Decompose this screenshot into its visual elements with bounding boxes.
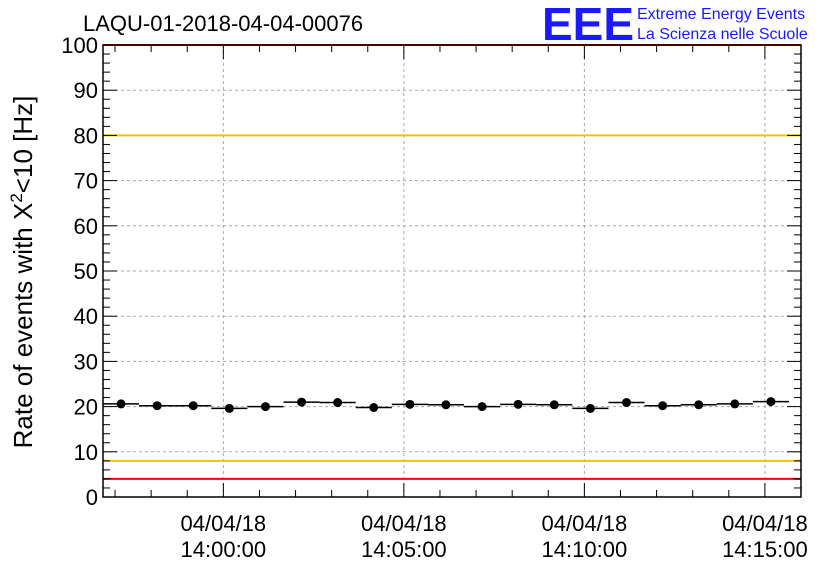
x-tick-label-time: 14:00:00 bbox=[181, 537, 267, 562]
grid bbox=[103, 45, 801, 497]
data-series bbox=[103, 397, 789, 413]
data-point bbox=[730, 399, 740, 409]
x-tick-label-time: 14:10:00 bbox=[542, 537, 628, 562]
reference-lines bbox=[103, 44, 801, 480]
y-tick-label: 20 bbox=[74, 395, 98, 420]
data-point bbox=[513, 399, 523, 409]
y-axis-label-superscript: 2 bbox=[7, 193, 26, 202]
x-tick-label-time: 14:15:00 bbox=[722, 537, 808, 562]
x-tick-label-date: 04/04/18 bbox=[722, 511, 808, 536]
y-tick-label: 30 bbox=[74, 349, 98, 374]
data-point bbox=[658, 401, 668, 411]
y-tick-label: 90 bbox=[74, 78, 98, 103]
logo-mark: EEE bbox=[542, 0, 634, 50]
y-tick-label: 100 bbox=[61, 33, 98, 58]
y-tick-label: 0 bbox=[86, 485, 98, 510]
data-point bbox=[405, 399, 415, 409]
data-point bbox=[116, 399, 126, 409]
logo-line-1: Extreme Energy Events bbox=[637, 6, 805, 23]
data-point bbox=[297, 397, 307, 407]
y-tick-label: 70 bbox=[74, 169, 98, 194]
logo-line-2: La Scienza nelle Scuole bbox=[637, 26, 808, 43]
data-point bbox=[477, 402, 487, 412]
x-tick-label-date: 04/04/18 bbox=[181, 511, 267, 536]
x-axis: 04/04/1814:00:0004/04/1814:05:0004/04/18… bbox=[114, 45, 808, 562]
y-tick-label: 10 bbox=[74, 440, 98, 465]
data-point bbox=[622, 398, 631, 408]
data-point bbox=[766, 397, 776, 407]
data-point bbox=[260, 402, 270, 412]
data-point bbox=[441, 400, 451, 410]
data-point bbox=[694, 400, 704, 410]
data-point bbox=[549, 400, 559, 410]
x-tick-label-date: 04/04/18 bbox=[361, 511, 447, 536]
data-point bbox=[369, 403, 379, 413]
eee-logo: EEE Extreme Energy Events La Scienza nel… bbox=[542, 0, 808, 50]
chart-title: LAQU-01-2018-04-04-00076 bbox=[83, 11, 363, 36]
y-axis: 0 10 20 30 40 50 60 70 80 90 100 bbox=[61, 33, 801, 510]
x-tick-label-date: 04/04/18 bbox=[542, 511, 628, 536]
y-axis-label: Rate of events with X2<10 [Hz] bbox=[7, 96, 38, 449]
y-tick-label: 50 bbox=[74, 259, 98, 284]
y-tick-label: 60 bbox=[74, 214, 98, 239]
data-point bbox=[188, 401, 198, 411]
y-tick-label: 40 bbox=[74, 304, 98, 329]
data-point bbox=[152, 401, 162, 411]
data-point bbox=[224, 403, 234, 413]
data-point bbox=[333, 398, 343, 408]
y-tick-label: 80 bbox=[74, 123, 98, 148]
x-tick-label-time: 14:05:00 bbox=[361, 537, 447, 562]
data-point bbox=[585, 403, 595, 413]
